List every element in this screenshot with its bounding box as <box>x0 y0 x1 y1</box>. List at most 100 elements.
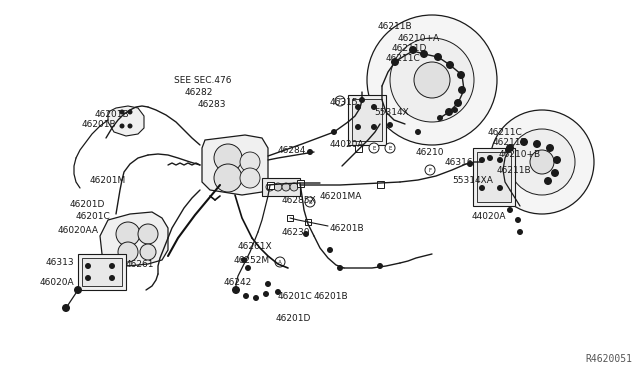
Circle shape <box>551 169 559 177</box>
Circle shape <box>387 122 393 128</box>
Text: 46020AA: 46020AA <box>58 226 99 235</box>
Circle shape <box>109 263 115 269</box>
Text: 46201D: 46201D <box>70 200 106 209</box>
Text: 44020A: 44020A <box>472 212 506 221</box>
Text: A: A <box>278 260 282 264</box>
Circle shape <box>266 183 274 191</box>
Circle shape <box>546 144 554 152</box>
Text: R4620051: R4620051 <box>585 354 632 364</box>
Text: 46230: 46230 <box>282 228 310 237</box>
Circle shape <box>109 275 115 281</box>
Text: 46282: 46282 <box>185 88 213 97</box>
Bar <box>477 152 511 202</box>
Text: 46316: 46316 <box>445 158 474 167</box>
Circle shape <box>533 140 541 148</box>
Circle shape <box>458 86 466 94</box>
Circle shape <box>263 291 269 297</box>
Circle shape <box>515 217 521 223</box>
Text: F: F <box>428 167 431 173</box>
Circle shape <box>509 129 575 195</box>
Text: 46201M: 46201M <box>90 176 126 185</box>
Circle shape <box>214 164 242 192</box>
Circle shape <box>240 152 260 172</box>
Circle shape <box>452 107 458 113</box>
Circle shape <box>62 304 70 312</box>
Text: 46210: 46210 <box>416 148 445 157</box>
Text: 46201B: 46201B <box>82 120 116 129</box>
Circle shape <box>371 124 377 130</box>
Circle shape <box>445 108 453 116</box>
Bar <box>352 99 382 141</box>
Bar <box>262 178 300 196</box>
Bar <box>355 144 362 151</box>
Circle shape <box>487 155 493 161</box>
Circle shape <box>457 71 465 79</box>
Bar <box>305 219 311 225</box>
Text: 46201B: 46201B <box>330 224 365 233</box>
Circle shape <box>355 124 361 130</box>
Text: 46211B: 46211B <box>378 22 413 31</box>
Text: 46315: 46315 <box>330 98 358 107</box>
Circle shape <box>120 109 125 115</box>
Circle shape <box>415 129 421 135</box>
Circle shape <box>437 115 443 121</box>
Text: F: F <box>339 99 342 103</box>
Circle shape <box>371 104 377 110</box>
Circle shape <box>240 168 260 188</box>
Polygon shape <box>202 135 268 195</box>
Text: 46211D: 46211D <box>493 138 529 147</box>
Circle shape <box>120 124 125 128</box>
Text: 46211B: 46211B <box>497 166 532 175</box>
Text: 46211D: 46211D <box>392 44 428 53</box>
Text: 55314X: 55314X <box>374 108 409 117</box>
Circle shape <box>490 110 594 214</box>
Polygon shape <box>100 212 168 266</box>
Circle shape <box>305 197 315 207</box>
Text: E: E <box>372 145 376 151</box>
Text: 46283: 46283 <box>198 100 227 109</box>
Circle shape <box>335 96 345 106</box>
Circle shape <box>127 124 132 128</box>
Circle shape <box>520 138 528 146</box>
Text: 46285X: 46285X <box>282 196 317 205</box>
Text: 46242: 46242 <box>224 278 252 287</box>
Circle shape <box>544 177 552 185</box>
Circle shape <box>85 275 91 281</box>
Circle shape <box>507 207 513 213</box>
Circle shape <box>385 143 395 153</box>
Circle shape <box>359 97 365 103</box>
Circle shape <box>290 183 298 191</box>
Circle shape <box>116 222 140 246</box>
Circle shape <box>241 257 247 263</box>
Circle shape <box>517 229 523 235</box>
Circle shape <box>446 61 454 69</box>
Circle shape <box>454 99 462 107</box>
Text: 46261X: 46261X <box>238 242 273 251</box>
Circle shape <box>337 265 343 271</box>
Bar <box>266 182 273 189</box>
Text: 46020A: 46020A <box>40 278 75 287</box>
Text: 46261: 46261 <box>126 260 154 269</box>
Circle shape <box>425 165 435 175</box>
Circle shape <box>367 15 497 145</box>
Circle shape <box>138 224 158 244</box>
Circle shape <box>127 109 132 115</box>
Circle shape <box>140 244 156 260</box>
Polygon shape <box>108 106 144 136</box>
Circle shape <box>303 231 309 237</box>
Circle shape <box>245 265 251 271</box>
Bar <box>287 215 293 221</box>
Circle shape <box>232 286 240 294</box>
Bar <box>78 254 126 290</box>
Circle shape <box>275 257 285 267</box>
Circle shape <box>506 144 514 152</box>
Circle shape <box>243 293 249 299</box>
Text: SEE SEC.476: SEE SEC.476 <box>174 76 232 85</box>
Circle shape <box>467 161 473 167</box>
Text: 44020A: 44020A <box>330 140 365 149</box>
Circle shape <box>497 185 503 191</box>
Bar <box>82 258 122 286</box>
Text: 46201B: 46201B <box>314 292 349 301</box>
Circle shape <box>479 157 485 163</box>
Text: 46313: 46313 <box>46 258 75 267</box>
